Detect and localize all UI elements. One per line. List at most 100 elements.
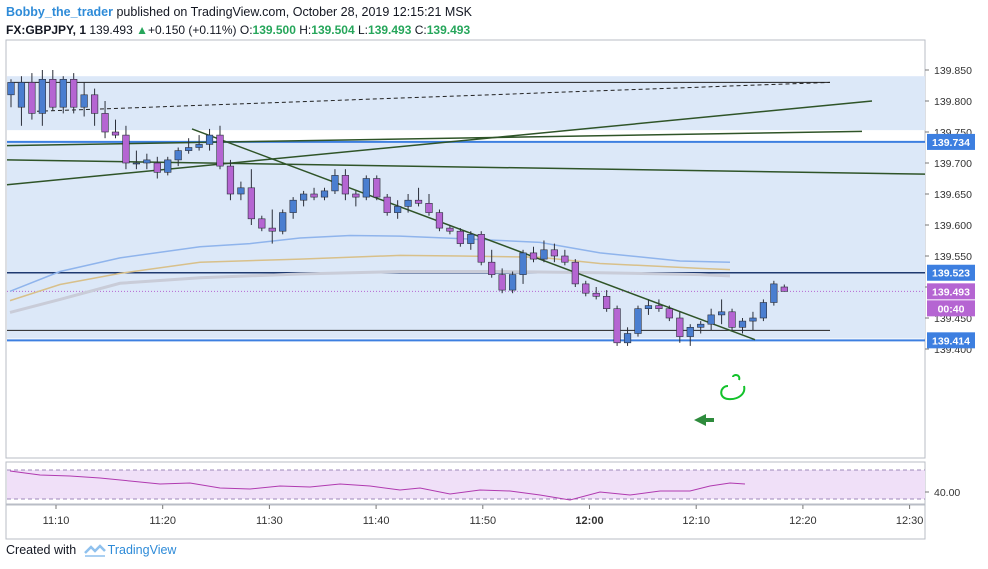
candle bbox=[216, 125, 224, 170]
candle-body bbox=[299, 193, 308, 201]
candle bbox=[686, 324, 694, 346]
close-label: C: bbox=[414, 23, 427, 37]
high-label: H: bbox=[299, 23, 312, 37]
rsi-tick-label: 40.00 bbox=[934, 487, 960, 499]
rsi-line bbox=[9, 470, 746, 501]
candle-body bbox=[122, 134, 130, 164]
candle-body bbox=[331, 175, 339, 192]
candle-body bbox=[373, 178, 381, 198]
price-tag-bg bbox=[927, 133, 975, 150]
last-price: 139.493 bbox=[89, 23, 133, 37]
candle bbox=[634, 305, 642, 337]
candle-body bbox=[697, 323, 705, 328]
candle-body bbox=[686, 326, 694, 337]
candle-body bbox=[320, 190, 329, 198]
x-tick-label: 12:00 bbox=[575, 515, 603, 527]
footer: Created with TradingView bbox=[6, 543, 176, 557]
ma-mid-line bbox=[9, 254, 731, 302]
candle-body bbox=[508, 274, 517, 291]
candle-body bbox=[279, 212, 287, 232]
tradingview-brand[interactable]: TradingView bbox=[107, 543, 177, 557]
tradingview-logo-icon bbox=[83, 544, 106, 557]
candle bbox=[237, 181, 245, 201]
time-axis-frame bbox=[5, 504, 926, 540]
price-tag-bg bbox=[927, 332, 975, 349]
candle-body bbox=[394, 206, 402, 213]
candle bbox=[143, 153, 151, 170]
upper-trendline bbox=[6, 100, 873, 186]
candle-body bbox=[289, 199, 297, 213]
close-value: 139.493 bbox=[426, 23, 471, 37]
candle bbox=[101, 101, 109, 139]
candle bbox=[70, 73, 78, 114]
candle bbox=[477, 231, 485, 266]
candle-body bbox=[247, 187, 255, 220]
candle bbox=[540, 240, 548, 263]
candle bbox=[91, 88, 99, 126]
candle bbox=[488, 249, 496, 278]
rsi-band bbox=[7, 470, 925, 499]
candle bbox=[446, 225, 454, 235]
candle-body bbox=[477, 234, 485, 263]
up-arrow-icon: ▲ bbox=[136, 23, 148, 37]
y-tick-label: 139.800 bbox=[934, 96, 972, 108]
candle-body bbox=[707, 314, 715, 325]
candle bbox=[435, 209, 444, 232]
candle bbox=[414, 187, 423, 207]
candle bbox=[603, 290, 611, 312]
candle bbox=[550, 243, 558, 263]
candle-body bbox=[153, 162, 161, 173]
candle bbox=[122, 125, 130, 170]
candle-body bbox=[185, 147, 193, 151]
candle-body bbox=[488, 261, 496, 275]
y-tick-label: 139.600 bbox=[934, 220, 972, 232]
low-label: L: bbox=[358, 23, 369, 37]
candle bbox=[571, 259, 579, 287]
candle-body bbox=[383, 196, 391, 213]
candle bbox=[623, 327, 632, 346]
candle-body bbox=[749, 317, 757, 322]
y-tick-label: 139.650 bbox=[934, 189, 972, 201]
candle bbox=[49, 70, 57, 111]
main-zone bbox=[7, 142, 925, 339]
publish-info: Bobby_the_trader published on TradingVie… bbox=[6, 5, 472, 19]
candle bbox=[613, 305, 621, 346]
candle bbox=[226, 159, 235, 201]
candle-body bbox=[728, 311, 736, 328]
candle-body bbox=[613, 308, 621, 344]
candle-body bbox=[404, 199, 412, 207]
candle-body bbox=[352, 193, 360, 198]
y-tick-label: 139.550 bbox=[934, 251, 972, 263]
candle bbox=[17, 76, 26, 126]
candle bbox=[561, 249, 569, 266]
candle bbox=[498, 268, 506, 294]
candle bbox=[28, 73, 36, 120]
candle bbox=[164, 156, 172, 176]
ma-slow-line bbox=[9, 270, 731, 314]
candle bbox=[780, 284, 788, 292]
candle-body bbox=[258, 218, 266, 229]
ma-fast-line bbox=[9, 234, 731, 293]
open-label: O: bbox=[239, 23, 253, 37]
candle bbox=[529, 246, 538, 263]
candle bbox=[185, 138, 193, 154]
candle bbox=[38, 70, 46, 126]
candle bbox=[383, 194, 391, 216]
created-with-text: Created with bbox=[6, 543, 77, 557]
candle bbox=[582, 280, 590, 297]
candle bbox=[425, 194, 433, 216]
x-tick-label: 11:20 bbox=[149, 515, 176, 527]
candle-body bbox=[561, 255, 569, 263]
candle bbox=[749, 311, 757, 331]
candle-body bbox=[237, 187, 245, 195]
x-tick-label: 12:20 bbox=[789, 515, 817, 527]
price-tag-label: 00:40 bbox=[938, 303, 965, 315]
candle-body bbox=[132, 162, 141, 165]
candle bbox=[467, 231, 475, 250]
author-name[interactable]: Bobby_the_trader bbox=[6, 5, 113, 19]
candle bbox=[373, 175, 381, 201]
candle-body bbox=[101, 113, 109, 133]
price-tag-bg bbox=[927, 264, 975, 281]
candle bbox=[644, 299, 653, 315]
